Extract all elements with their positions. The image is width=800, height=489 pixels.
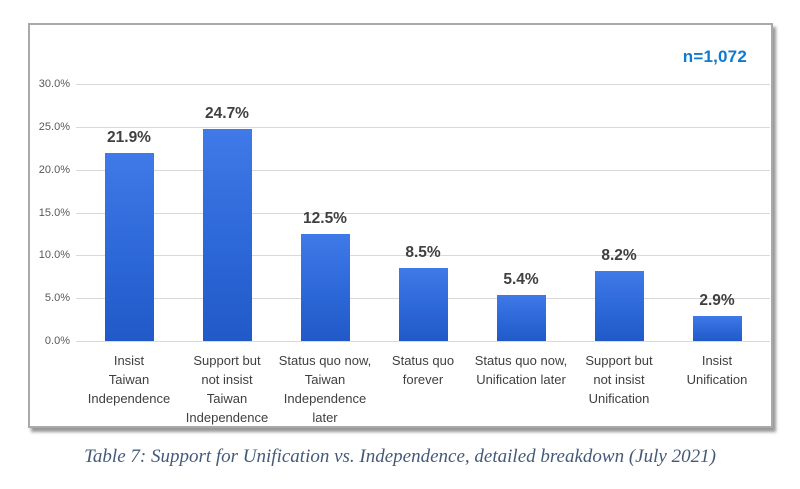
y-axis-tick-label: 15.0% — [38, 206, 70, 219]
bar — [104, 153, 154, 341]
chart-frame: n=1,072 0.0% 5.0% 10.0% 15.0% 20.0% 25.0% 30.0… — [28, 23, 773, 428]
bar — [496, 294, 546, 341]
category-label: Status quo now, Taiwan Independence late… — [278, 353, 372, 425]
category-label: Status quo forever — [391, 353, 455, 387]
y-axis-tick-label: 30.0% — [38, 78, 70, 91]
bar — [300, 233, 350, 341]
gridline — [76, 341, 770, 342]
bar-value-label: 5.4% — [503, 270, 539, 288]
gridline — [76, 169, 770, 171]
chart-caption: Table 7: Support for Unification vs. Ind… — [84, 446, 716, 467]
y-axis-tick-label: 0.0% — [44, 335, 70, 347]
bar-value-label: 8.2% — [601, 246, 637, 264]
bar-value-label: 8.5% — [405, 244, 441, 262]
bar-chart-plot-area: 0.0% 5.0% 10.0% 15.0% 20.0% 25.0% 30.0% 21.9% In… — [30, 25, 771, 426]
category-label: Insist Unification — [686, 353, 748, 387]
category-label: Insist Taiwan Independence — [87, 353, 171, 406]
bar-value-label: 21.9% — [107, 129, 151, 147]
bar-value-label: 24.7% — [205, 105, 249, 123]
category-label: Status quo now, Unification later — [474, 353, 568, 387]
sample-size-label: n=1,072 — [682, 47, 747, 66]
bar — [202, 129, 252, 341]
bar-value-label: 12.5% — [303, 209, 347, 227]
category-label: Support but not insist Taiwan Independen… — [185, 353, 269, 425]
gridline — [76, 126, 770, 128]
bar — [398, 268, 448, 341]
y-axis-tick-label: 20.0% — [38, 163, 70, 176]
gridline — [76, 84, 770, 86]
gridline — [76, 255, 770, 257]
y-axis-tick-label: 5.0% — [44, 292, 70, 305]
y-axis-tick-label: 10.0% — [38, 249, 70, 262]
bar — [594, 270, 644, 341]
bar-value-label: 2.9% — [699, 292, 735, 310]
bar — [692, 316, 742, 341]
y-axis-tick-label: 25.0% — [38, 120, 70, 133]
gridline — [76, 212, 770, 214]
category-label: Support but not insist Unification — [585, 353, 653, 406]
